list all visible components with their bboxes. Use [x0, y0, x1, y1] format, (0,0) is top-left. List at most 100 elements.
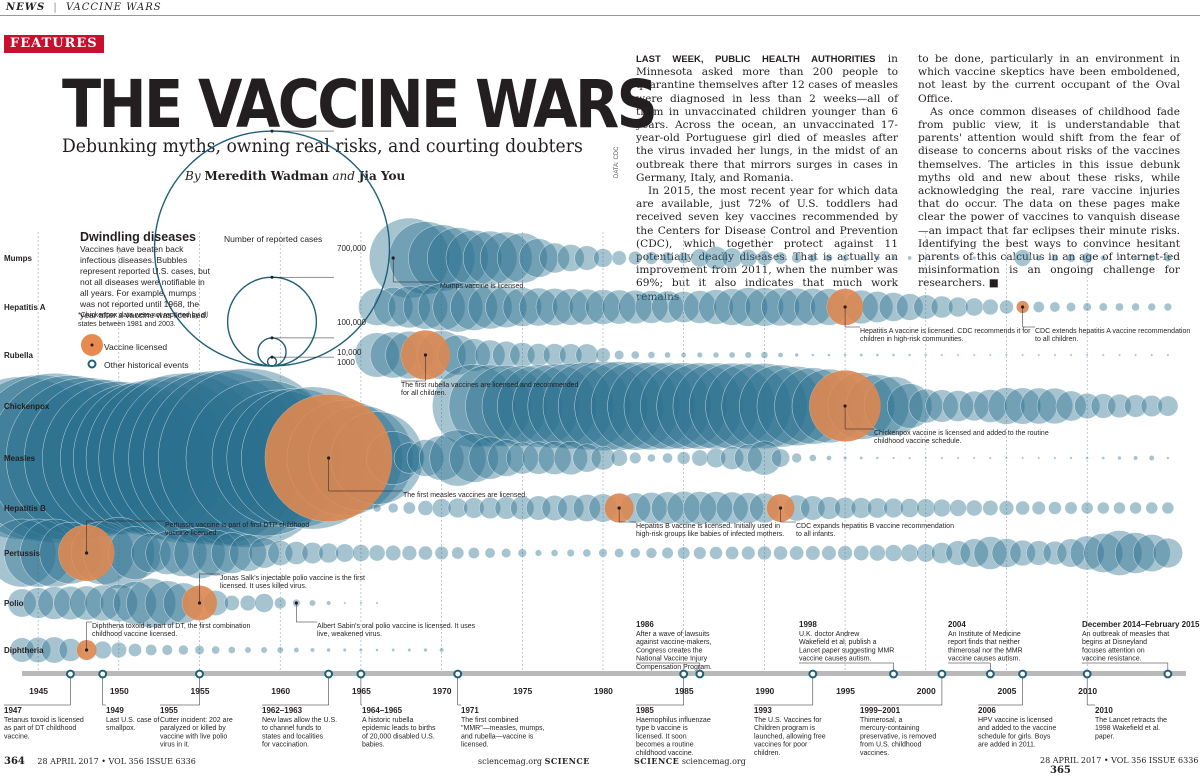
bubble: [794, 352, 799, 358]
bubble: [248, 537, 280, 569]
bubble: [393, 442, 425, 474]
event-date: 1998: [799, 620, 817, 629]
bubble: [956, 456, 960, 460]
bubble: [326, 647, 331, 653]
bubble: [449, 433, 499, 483]
bubble: [875, 353, 880, 357]
event-text: The first combined "MMR"—measles, mumps, a…: [461, 717, 545, 749]
bubble: [677, 252, 690, 264]
licensed-annotation: Diphtheria toxoid is part of DT, the fir…: [92, 623, 250, 638]
bubble: [423, 647, 428, 653]
author-1: Meredith Wadman: [204, 169, 329, 183]
bubble: [982, 298, 999, 316]
bubble: [1053, 456, 1057, 460]
bubble: [1069, 353, 1073, 357]
bubble: [651, 290, 684, 324]
bubble: [1048, 501, 1062, 515]
event-text: The Lancet retracts the 1998 Wakefield et…: [1095, 717, 1167, 740]
bubble: [693, 546, 707, 560]
bubble: [1117, 455, 1122, 461]
bubble: [949, 499, 967, 517]
row-label: Pertussis: [4, 549, 41, 558]
bubble: [590, 361, 680, 451]
bubble: [661, 547, 674, 559]
leader-line: [1022, 307, 1035, 328]
bubble: [527, 362, 614, 450]
bubble: [837, 545, 853, 561]
bubble: [664, 351, 671, 359]
bubble: [479, 497, 501, 519]
bubble: [834, 497, 856, 519]
bubble: [916, 498, 936, 518]
bubble: [406, 439, 445, 477]
tick-label: 1960: [271, 686, 290, 696]
bubble: [1134, 353, 1137, 357]
bubble: [771, 448, 790, 468]
bubble: [403, 501, 416, 515]
bubble: [827, 353, 831, 357]
bubble: [1133, 255, 1139, 261]
bubble: [956, 255, 961, 261]
bubble: [614, 548, 624, 558]
bubble: [821, 545, 837, 561]
bubble: [1147, 302, 1156, 312]
bubble: [553, 441, 588, 475]
tick-label: 1975: [513, 686, 532, 696]
col2-paragraph-2: As once common diseases of childhood fad…: [918, 105, 1180, 290]
bubble: [1014, 249, 1032, 267]
bubble: [817, 496, 841, 520]
bubble: [645, 547, 657, 559]
bubble: [359, 601, 363, 605]
bubble: [741, 546, 756, 560]
legend-events-label: Other historical events: [104, 360, 189, 370]
bubble: [434, 546, 449, 560]
event-marker: [1018, 669, 1028, 679]
bubble: [522, 441, 555, 475]
licensed-annotation: Jonas Salk's injectable polio vaccine is…: [220, 575, 365, 590]
licensed-annotation: Pertussis vaccine is part of first DTP c…: [165, 522, 309, 537]
bubble: [647, 453, 656, 463]
bubble: [607, 361, 696, 451]
bubble: [556, 244, 585, 272]
bubble: [53, 586, 88, 620]
bubble: [542, 361, 631, 451]
bubble: [1035, 254, 1042, 262]
event-date: 2006: [978, 706, 996, 715]
bubble: [335, 543, 355, 563]
features-tag: FEATURES: [4, 35, 104, 53]
event-date: 1947: [4, 706, 22, 715]
bubble: [757, 545, 772, 561]
bubble: [318, 542, 339, 564]
bubble: [739, 249, 758, 267]
bubble: [326, 600, 331, 606]
bubble: [999, 299, 1014, 315]
bubble: [991, 538, 1022, 568]
bubble: [696, 352, 703, 358]
bubble: [680, 352, 687, 358]
bubble: [884, 544, 903, 562]
bubble: [1140, 395, 1163, 417]
col1-paragraph-2: In 2015, the most recent year for which …: [636, 185, 898, 303]
bubble: [526, 495, 551, 521]
bubble: [448, 364, 532, 448]
licensed-annotation: Albert Sabin's oral polio vaccine is lic…: [317, 623, 476, 638]
bubble: [427, 227, 489, 289]
bubble: [744, 351, 752, 359]
bubble: [942, 390, 974, 422]
bubble: [715, 491, 749, 525]
bubble: [677, 451, 691, 465]
legend-description: Vaccines have beaten back infectious dis…: [80, 244, 210, 320]
bubble: [1166, 456, 1170, 460]
event-text: HPV vaccine is licensed and added to the …: [978, 717, 1056, 749]
page-number-left: 364: [4, 756, 25, 767]
event-text: Cutter incident: 202 are paralyzed or kil…: [160, 717, 233, 749]
leader-line: [392, 258, 440, 283]
leader-line: [86, 520, 165, 553]
event-leader: [636, 678, 684, 706]
tick-label: 1965: [352, 686, 371, 696]
licensed-annotation: The first rubella vaccines are licensed …: [401, 382, 579, 397]
bubble: [526, 343, 551, 367]
bubble: [647, 351, 656, 359]
